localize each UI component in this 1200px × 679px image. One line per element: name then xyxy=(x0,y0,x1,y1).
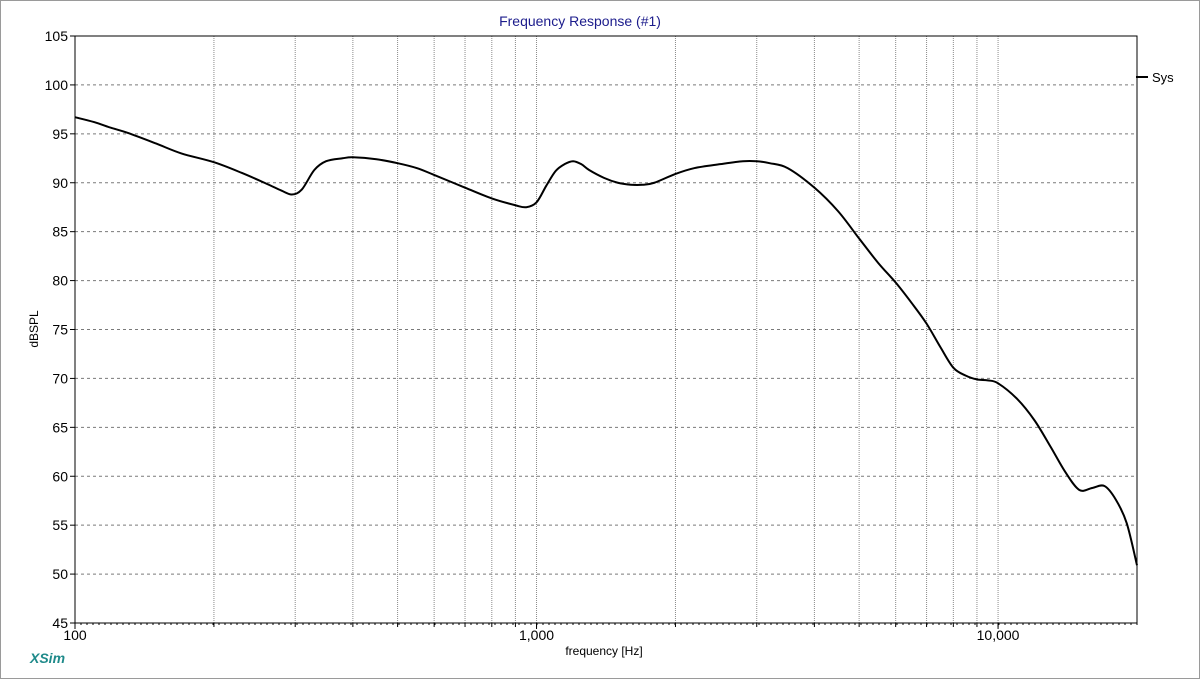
x-tick-label: 10,000 xyxy=(977,627,1020,643)
y-tick-label: 45 xyxy=(52,615,68,631)
y-axis-title: dBSPL xyxy=(27,310,41,348)
y-tick-label: 55 xyxy=(52,517,68,533)
y-tick-label: 50 xyxy=(52,566,68,582)
chart-title: Frequency Response (#1) xyxy=(499,13,661,29)
legend: Sys xyxy=(1136,70,1174,85)
y-tick-label: 70 xyxy=(52,370,68,386)
x-axis-ticks: 100 1,000 10,000 xyxy=(63,623,1138,643)
series-line-sys xyxy=(74,116,1138,566)
y-tick-label: 85 xyxy=(52,224,68,240)
xsim-logo: XSim xyxy=(29,650,65,666)
y-tick-label: 75 xyxy=(52,322,68,338)
y-tick-label: 80 xyxy=(52,273,68,289)
y-tick-label: 60 xyxy=(52,468,68,484)
series-layer xyxy=(74,116,1138,566)
x-axis-title: frequency [Hz] xyxy=(565,644,642,658)
y-tick-label: 100 xyxy=(45,77,69,93)
y-tick-label: 105 xyxy=(45,28,69,44)
y-tick-label: 95 xyxy=(52,126,68,142)
y-tick-label: 90 xyxy=(52,175,68,191)
y-tick-label: 65 xyxy=(52,419,68,435)
grid xyxy=(75,36,1137,623)
x-tick-label: 1,000 xyxy=(519,627,554,643)
y-axis-ticks: 45 50 55 60 65 70 75 80 85 90 95 100 105 xyxy=(45,28,75,631)
legend-label-sys: Sys xyxy=(1152,70,1174,85)
x-tick-label: 100 xyxy=(63,627,87,643)
